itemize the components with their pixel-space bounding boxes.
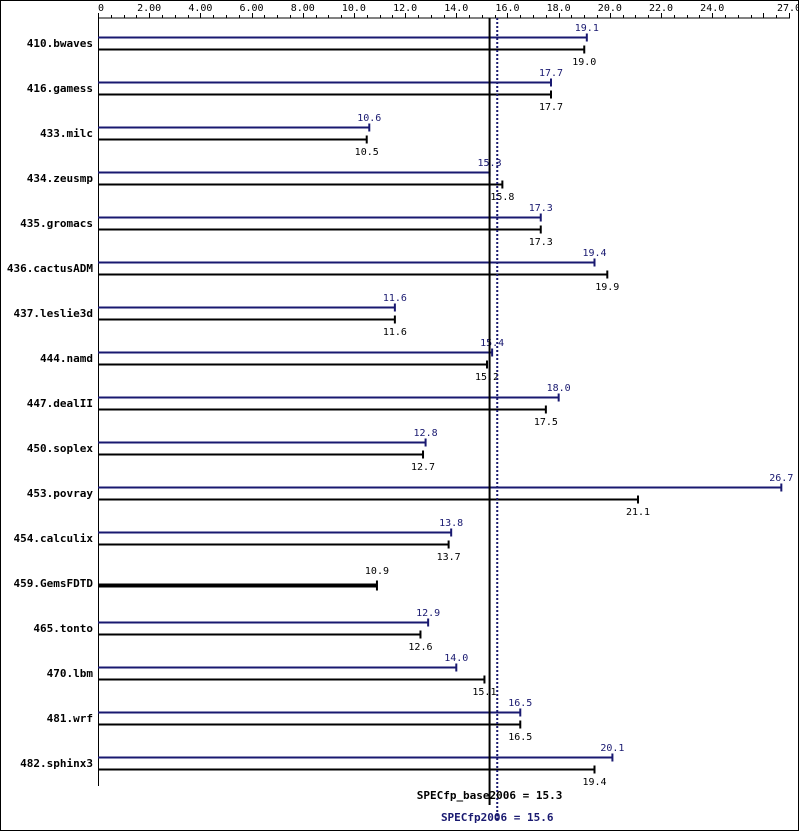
x-tick-label: 12.0 [393, 3, 417, 14]
base-value-label: 17.5 [534, 417, 558, 428]
base-value-label: 19.9 [595, 282, 619, 293]
base-reference-label: SPECfp_base2006 = 15.3 [417, 789, 563, 802]
x-tick-label: 2.00 [137, 3, 161, 14]
base-value-label: 15.1 [472, 687, 496, 698]
base-value-label: 19.4 [582, 777, 606, 788]
peak-value-label: 13.8 [439, 518, 463, 529]
category-label: 450.soplex [27, 442, 94, 455]
peak-value-label: 15.4 [480, 338, 504, 349]
base-value-label: 10.5 [355, 147, 379, 158]
x-tick-label: 22.0 [649, 3, 673, 14]
peak-value-label: 16.5 [508, 698, 532, 709]
x-tick-label: 20.0 [598, 3, 622, 14]
x-tick-label: 8.00 [291, 3, 315, 14]
base-value-label: 11.6 [383, 327, 407, 338]
base-value-label: 13.7 [437, 552, 461, 563]
x-tick-label: 16.0 [495, 3, 519, 14]
peak-value-label: 18.0 [547, 383, 571, 394]
category-label: 481.wrf [47, 712, 93, 725]
peak-value-label: 19.1 [575, 23, 599, 34]
x-tick-label: 0 [98, 3, 104, 14]
category-label: 465.tonto [33, 622, 93, 635]
peak-value-label: 17.3 [529, 203, 553, 214]
peak-value-label: 11.6 [383, 293, 407, 304]
category-label: 447.dealII [27, 397, 93, 410]
base-value-label: 10.9 [365, 566, 389, 577]
peak-value-label: 26.7 [769, 473, 793, 484]
category-label: 459.GemsFDTD [14, 577, 94, 590]
base-value-label: 12.6 [408, 642, 432, 653]
base-value-label: 17.7 [539, 102, 563, 113]
base-value-label: 16.5 [508, 732, 532, 743]
category-label: 433.milc [40, 127, 93, 140]
base-value-label: 12.7 [411, 462, 435, 473]
peak-value-label: 12.8 [414, 428, 438, 439]
x-tick-label: 4.00 [188, 3, 212, 14]
x-tick-label: 18.0 [547, 3, 571, 14]
category-label: 453.povray [27, 487, 94, 500]
peak-value-label: 12.9 [416, 608, 440, 619]
category-label: 437.leslie3d [14, 307, 93, 320]
x-tick-label: 14.0 [444, 3, 468, 14]
peak-value-label: 14.0 [444, 653, 468, 664]
peak-value-label: 17.7 [539, 68, 563, 79]
base-value-label: 17.3 [529, 237, 553, 248]
peak-reference-label: SPECfp2006 = 15.6 [441, 811, 554, 824]
x-tick-label: 24.0 [700, 3, 724, 14]
base-value-label: 15.8 [490, 192, 514, 203]
category-label: 444.namd [40, 352, 93, 365]
category-label: 410.bwaves [27, 37, 93, 50]
base-value-label: 15.2 [475, 372, 499, 383]
category-label: 416.gamess [27, 82, 93, 95]
base-value-label: 21.1 [626, 507, 650, 518]
base-value-label: 19.0 [572, 57, 596, 68]
category-label: 482.sphinx3 [20, 757, 93, 770]
category-label: 434.zeusmp [27, 172, 94, 185]
category-label: 454.calculix [14, 532, 94, 545]
peak-value-label: 19.4 [582, 248, 606, 259]
category-label: 470.lbm [47, 667, 94, 680]
x-tick-label: 6.00 [240, 3, 264, 14]
peak-value-label: 10.6 [357, 113, 381, 124]
x-tick-label: 10.0 [342, 3, 366, 14]
category-label: 436.cactusADM [7, 262, 93, 275]
x-tick-label: 27.0 [777, 3, 799, 14]
category-label: 435.gromacs [20, 217, 93, 230]
peak-value-label: 20.1 [600, 743, 624, 754]
